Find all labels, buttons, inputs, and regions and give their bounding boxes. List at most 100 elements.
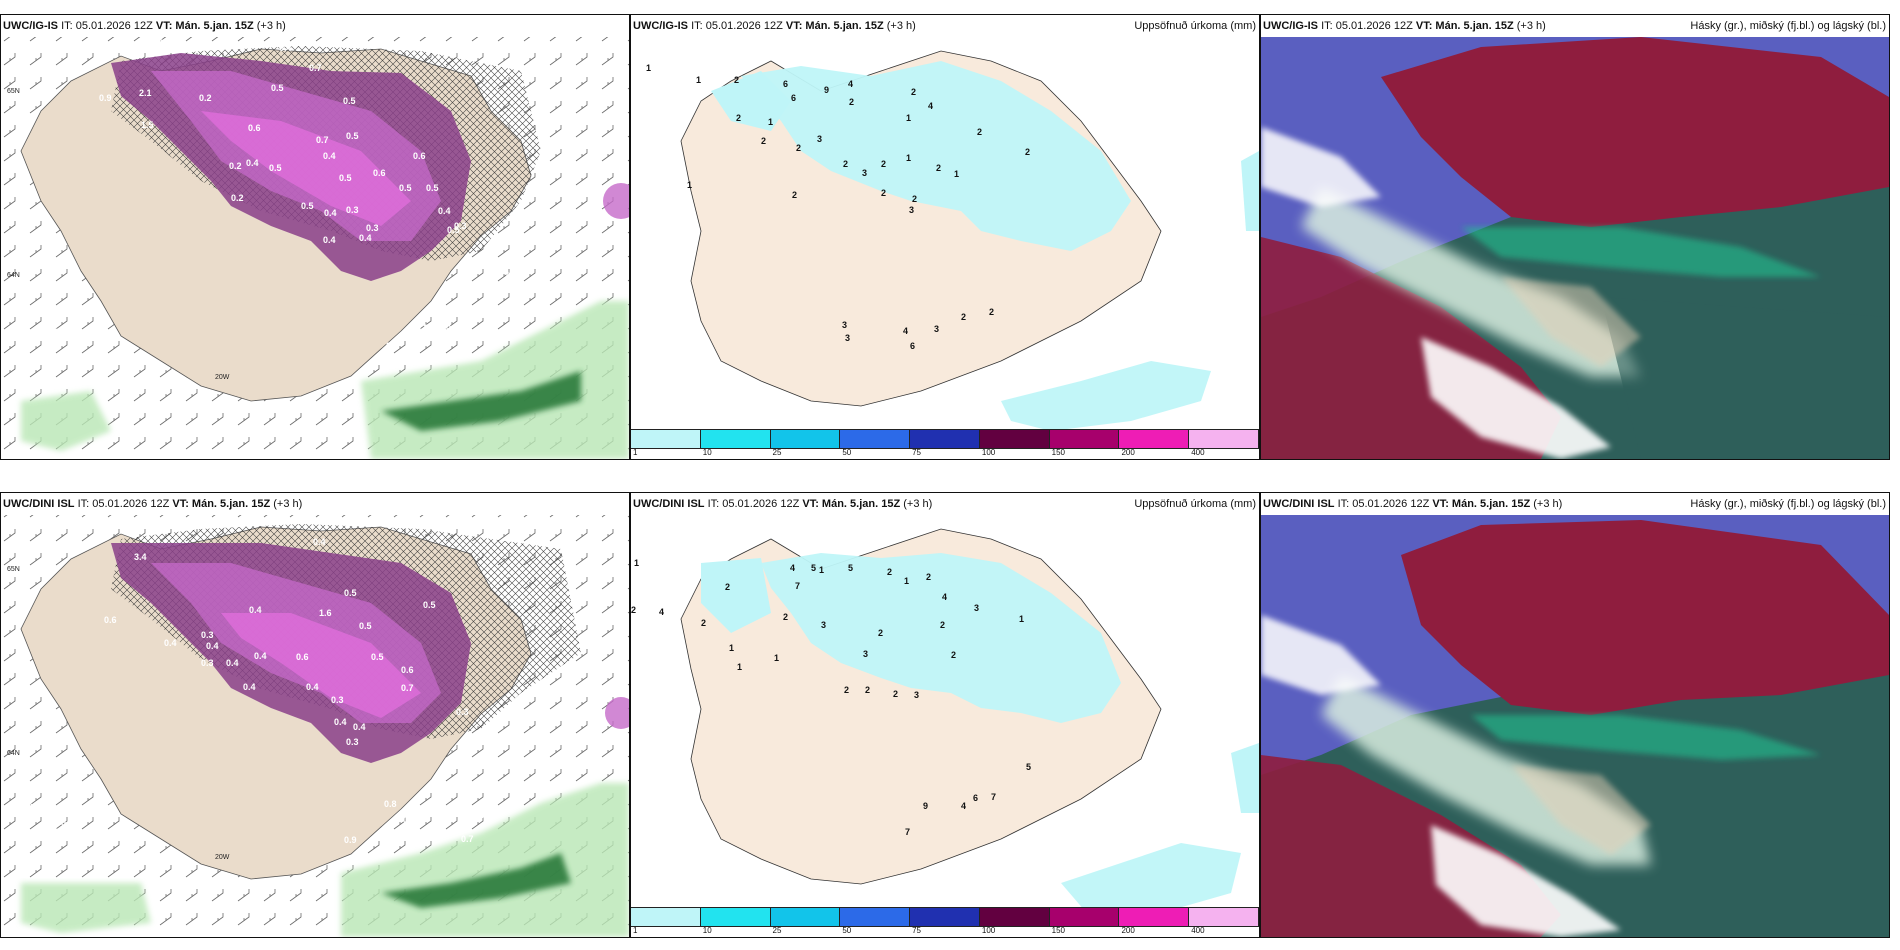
accum-value-label: 4 xyxy=(961,801,966,811)
precip-value-label: 0.5 xyxy=(371,652,384,662)
precip-value-label: 0.6 xyxy=(401,665,414,675)
precip-value-label: 0.5 xyxy=(346,131,359,141)
panel-accum-bottom: UWC/DINI ISL IT: 05.01.2026 12Z VT: Mán.… xyxy=(630,492,1260,938)
precip-value-label: 0.7 xyxy=(461,834,474,844)
colorbar-tick-label: 10 xyxy=(702,448,712,457)
precip-value-label: 0.7 xyxy=(47,342,60,352)
precip-value-label: 2.6 xyxy=(481,801,494,811)
accum-value-label: 2 xyxy=(844,685,849,695)
valid-time-label: VT: xyxy=(802,498,819,510)
colorbar-tick-label: 400 xyxy=(1191,926,1205,935)
accum-precip-map: 12126694224121323221221222311123343226 xyxy=(631,37,1259,459)
init-time: IT: 05.01.2026 12Z xyxy=(1337,498,1430,510)
accum-value-label: 1 xyxy=(906,153,911,163)
precip-value-label: 0.4 xyxy=(353,722,366,732)
precip-value-label: 0.4 xyxy=(164,638,177,648)
colorbar: 1 10 25 50 75 100 150 200 400 xyxy=(631,429,1260,459)
high-cloud-red xyxy=(1401,520,1889,715)
panel-header: UWC/IG-IS IT: 05.01.2026 12Z VT: Mán. 5.… xyxy=(1,15,629,37)
accum-value-label: 3 xyxy=(862,168,867,178)
precip-area-cyan xyxy=(761,553,1121,723)
precip-value-label: 0.4 xyxy=(323,151,336,161)
precip-value-label: 0.6 xyxy=(47,327,60,337)
precip-value-label: 0.3 xyxy=(331,695,344,705)
accum-value-label: 6 xyxy=(973,793,978,803)
grid-label: 65N xyxy=(7,566,20,573)
valid-time: Mán. 5.jan. 15Z xyxy=(1451,498,1531,510)
accum-value-label: 2 xyxy=(912,194,917,204)
panel-header: UWC/DINI ISL IT: 05.01.2026 12Z VT: Mán.… xyxy=(1261,493,1889,515)
precip-value-label: 0.4 xyxy=(249,605,262,615)
accum-value-label: 2 xyxy=(951,650,956,660)
precip-value-label: 3.4 xyxy=(134,552,147,562)
colorbar-swatch xyxy=(631,430,701,448)
accum-value-label: 7 xyxy=(905,827,910,837)
colorbar-swatch xyxy=(770,430,841,448)
valid-time: Mán. 5.jan. 15Z xyxy=(175,20,254,32)
colorbar-tick-label: 1 xyxy=(633,448,638,457)
accum-value-label: 2 xyxy=(881,159,886,169)
accum-value-label: 2 xyxy=(1025,147,1030,157)
valid-time-label: VT: xyxy=(1415,20,1433,32)
precip-value-label: 0.4 xyxy=(306,682,319,692)
colorbar-tick-label: 50 xyxy=(842,926,852,935)
accum-value-label: 4 xyxy=(848,79,853,89)
accum-value-label: 2 xyxy=(926,572,931,582)
init-time: IT: 05.01.2026 12Z xyxy=(61,20,153,32)
accum-value-label: 2 xyxy=(878,628,883,638)
precip-value-label: 0.4 xyxy=(323,235,336,245)
init-time: IT: 05.01.2026 12Z xyxy=(1321,20,1413,32)
lead-time: (+3 h) xyxy=(1533,498,1563,510)
colorbar-tick-label: 10 xyxy=(702,926,712,935)
colorbar-tick-label: 25 xyxy=(772,448,782,457)
colorbar-tick-label: 150 xyxy=(1051,448,1066,457)
precip-value-label: 1.2 xyxy=(406,833,419,843)
precip-value-label: 0.2 xyxy=(231,193,244,203)
precip-value-label: 0.3 xyxy=(346,737,359,747)
accum-precip-map: 13124224571521422312323222322111946757 xyxy=(631,515,1259,937)
colorbar-tick-label: 25 xyxy=(772,926,782,935)
colorbar-tick-label: 1 xyxy=(633,926,638,935)
accum-value-label: 1 xyxy=(768,117,773,127)
accum-value-label: 6 xyxy=(783,79,788,89)
accum-value-label: 3 xyxy=(817,134,822,144)
grid-label: 20W xyxy=(215,854,230,861)
accum-value-label: 2 xyxy=(761,136,766,146)
accum-value-label: 3 xyxy=(842,320,847,330)
precip-value-label: 0.3 xyxy=(346,205,359,215)
precip-value-label: 0.5 xyxy=(343,96,356,106)
precip-value-label: 0.4 xyxy=(226,658,239,668)
accum-value-label: 2 xyxy=(977,127,982,137)
valid-time-label: VT: xyxy=(172,498,189,510)
accum-value-label: 9 xyxy=(923,801,928,811)
precip-value-label: 2.1 xyxy=(139,88,152,98)
colorbar-swatch xyxy=(1189,430,1260,448)
precip-value-label: 0.4 xyxy=(359,233,372,243)
colorbar-tick-label: 400 xyxy=(1191,448,1205,457)
precip-value-label: 0.4 xyxy=(254,651,267,661)
precip-value-label: 0.4 xyxy=(246,158,259,168)
colorbar-swatch xyxy=(1189,908,1260,926)
colorbar-swatch xyxy=(770,908,841,926)
accum-value-label: 3 xyxy=(909,205,914,215)
panel-title-right: Hásky (gr.), miðský (fj.bl.) og lágský (… xyxy=(1690,20,1886,32)
precip-value-label: 1.5 xyxy=(141,120,154,130)
colorbar-swatch xyxy=(1119,908,1190,926)
accum-value-label: 2 xyxy=(792,190,797,200)
accum-value-label: 7 xyxy=(991,792,996,802)
accum-value-label: 2 xyxy=(881,188,886,198)
precip-value-label: 0.7 xyxy=(309,63,322,73)
panel-header: UWC/DINI ISL IT: 05.01.2026 12Z VT: Mán.… xyxy=(631,493,1259,515)
precip-value-label: 1.6 xyxy=(52,834,65,844)
precip-value-label: 0.5 xyxy=(359,621,372,631)
colorbar-swatch xyxy=(840,430,911,448)
accum-value-label: 1 xyxy=(634,558,639,568)
model-name: UWC/DINI ISL xyxy=(1263,498,1335,510)
precip-value-label: 0.3 xyxy=(201,630,214,640)
panel-cloud-bottom: UWC/DINI ISL IT: 05.01.2026 12Z VT: Mán.… xyxy=(1260,492,1890,938)
cloud-cover-map xyxy=(1261,515,1889,937)
precip-value-label: 0.4 xyxy=(206,641,219,651)
precip-value-label: 1.6 xyxy=(319,608,332,618)
accum-value-label: 2 xyxy=(736,113,741,123)
colorbar-swatch xyxy=(1049,430,1120,448)
